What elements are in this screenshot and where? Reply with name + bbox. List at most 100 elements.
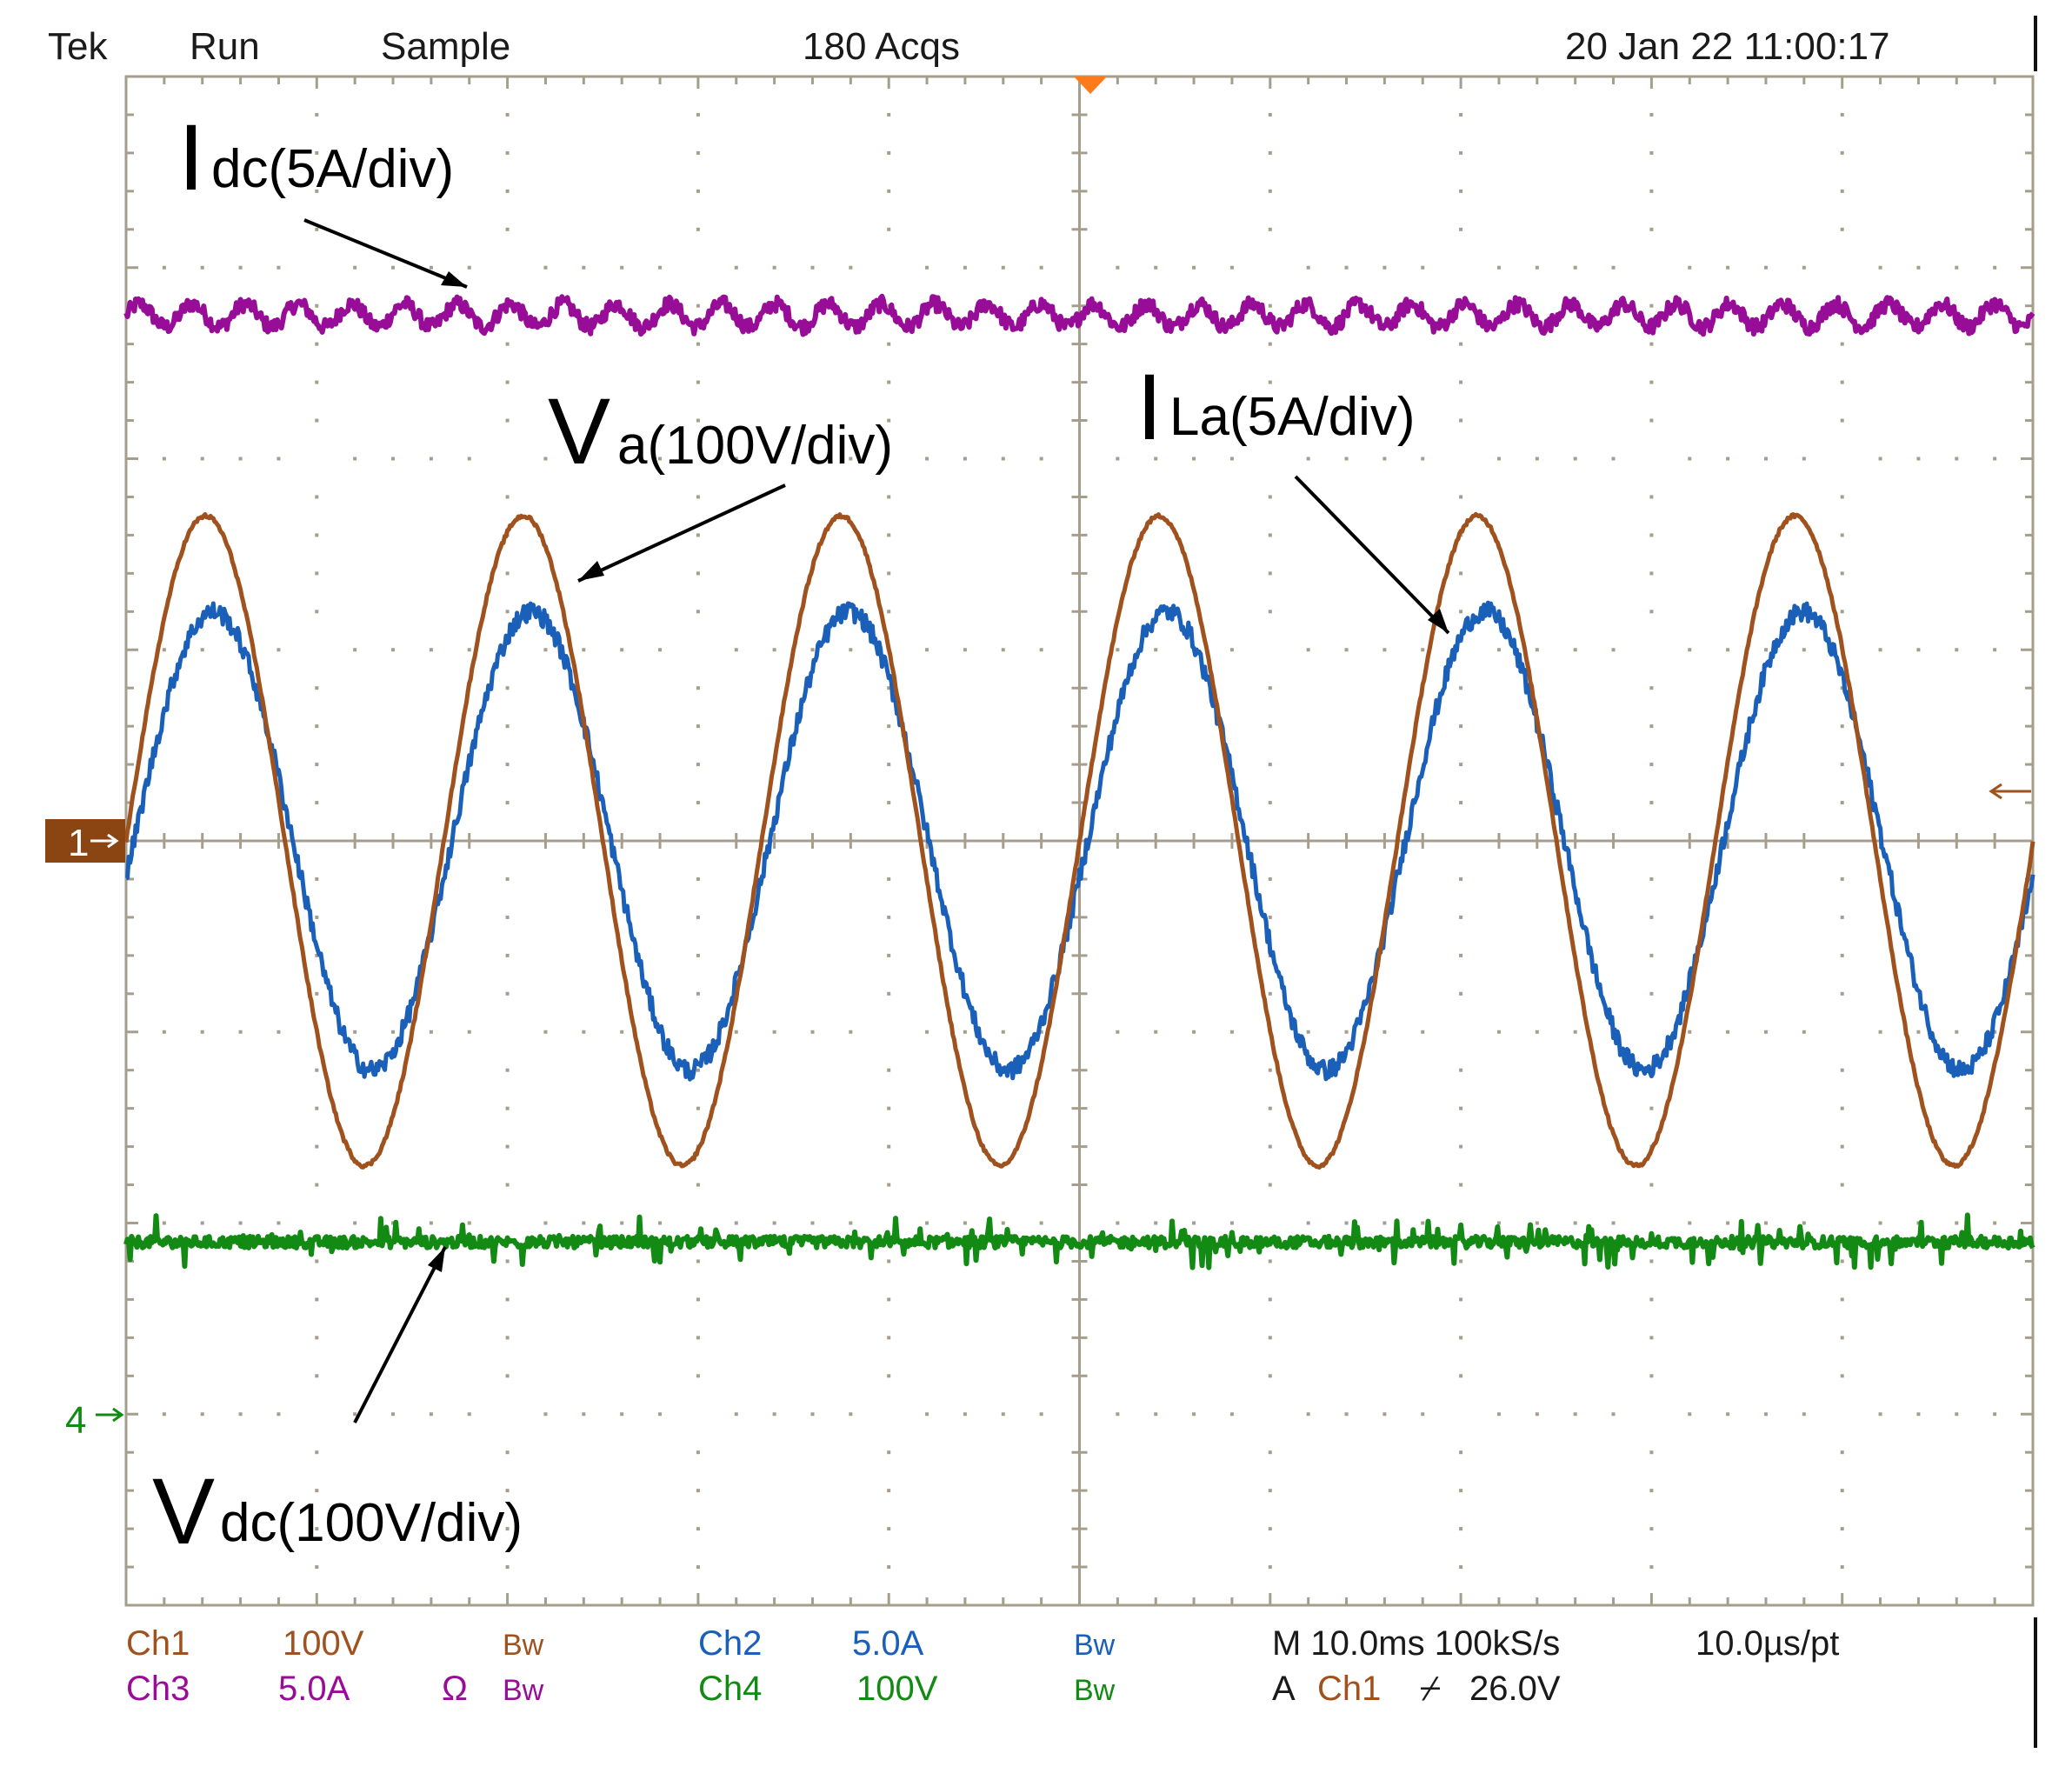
grid-dot xyxy=(887,763,891,767)
grid-dot xyxy=(1993,265,1997,270)
grid-dot xyxy=(543,457,548,461)
grid-dot xyxy=(1459,189,1463,193)
grid-dot xyxy=(1763,1412,1768,1417)
grid-dot xyxy=(1840,1068,1844,1072)
grid-dot xyxy=(887,189,891,193)
grid-dot xyxy=(1001,1221,1005,1225)
grid-dot xyxy=(505,991,510,996)
grid-dot xyxy=(315,877,319,881)
grid-dot xyxy=(849,648,853,652)
grid-dot xyxy=(887,1374,891,1378)
grid-dot xyxy=(1840,189,1844,193)
grid-dot xyxy=(276,1030,281,1034)
ch3-coupling-icon: Ω xyxy=(442,1670,468,1708)
timestamp: 20 Jan 22 11:00:17 xyxy=(1565,25,1890,68)
grid-dot xyxy=(1878,1030,1882,1034)
grid-dot xyxy=(1268,763,1272,767)
grid-dot xyxy=(1459,915,1463,919)
ch2-label: Ch2 xyxy=(698,1624,762,1663)
grid-dot xyxy=(696,1259,700,1263)
grid-dot xyxy=(582,265,586,270)
grid-dot xyxy=(429,457,433,461)
grid-dot xyxy=(505,724,510,729)
grid-dot xyxy=(1649,686,1654,690)
grid-dot xyxy=(1268,1450,1272,1455)
grid-dot xyxy=(887,1527,891,1531)
grid-dot xyxy=(1382,648,1387,652)
grid-dot xyxy=(1649,1336,1654,1340)
grid-dot xyxy=(1421,457,1425,461)
grid-dot xyxy=(391,1221,396,1225)
grid-dot xyxy=(1955,648,1959,652)
grid-dot xyxy=(1726,1030,1730,1034)
grid-dot xyxy=(315,1565,319,1570)
grid-dot xyxy=(1840,1374,1844,1378)
grid-dot xyxy=(1116,1221,1120,1225)
va-annotation-symbol: V xyxy=(548,378,610,483)
grid-dot xyxy=(1459,112,1463,117)
grid-dot xyxy=(1840,801,1844,805)
grid-dot xyxy=(353,457,357,461)
grid-dot xyxy=(696,763,700,767)
ila-arrow-line xyxy=(1294,475,1450,635)
grid-dot xyxy=(696,533,700,537)
grid-dot xyxy=(620,457,624,461)
grid-dot xyxy=(696,189,700,193)
grid-dot xyxy=(696,915,700,919)
grid-dot xyxy=(925,1030,929,1034)
grid-dot xyxy=(1344,265,1349,270)
grid-dot xyxy=(238,1412,243,1417)
grid-dot xyxy=(887,1297,891,1302)
grid-dot xyxy=(1459,571,1463,576)
grid-dot xyxy=(1421,648,1425,652)
grid-dot xyxy=(1840,418,1844,423)
grid-dot xyxy=(1459,227,1463,231)
grid-dot xyxy=(1802,1221,1806,1225)
ch3-label: Ch3 xyxy=(126,1670,190,1708)
grid-dot xyxy=(887,686,891,690)
grid-dot xyxy=(1840,953,1844,957)
grid-dot xyxy=(315,1450,319,1455)
grid-dot xyxy=(1268,342,1272,346)
grid-dot xyxy=(1154,457,1158,461)
grid-dot xyxy=(1649,801,1654,805)
grid-dot xyxy=(1382,1221,1387,1225)
grid-dot xyxy=(1840,1106,1844,1110)
grid-dot xyxy=(1649,1527,1654,1531)
grid-dot xyxy=(1763,1221,1768,1225)
grid-dot xyxy=(1001,457,1005,461)
grid-dot xyxy=(658,1221,663,1225)
grid-dot xyxy=(238,1030,243,1034)
grid-dot xyxy=(1306,457,1310,461)
grid-dot xyxy=(1154,648,1158,652)
grid-dot xyxy=(315,763,319,767)
grid-dot xyxy=(353,1412,357,1417)
grid-dot xyxy=(1840,1336,1844,1340)
grid-dot xyxy=(925,648,929,652)
ila-arrowhead-icon xyxy=(1428,609,1449,633)
vdc-annotation-label: dc(100V/div) xyxy=(220,1493,523,1553)
grid-dot xyxy=(696,686,700,690)
ch4-bw-badge: Bw xyxy=(1074,1674,1116,1707)
grid-dot xyxy=(505,380,510,384)
grid-dot xyxy=(1649,724,1654,729)
grid-dot xyxy=(1496,1221,1501,1225)
grid-dot xyxy=(1878,1221,1882,1225)
grid-dot xyxy=(696,1336,700,1340)
grid-dot xyxy=(1535,265,1539,270)
grid-dot xyxy=(200,265,204,270)
grid-dot xyxy=(1726,1221,1730,1225)
grid-dot xyxy=(1001,1412,1005,1417)
grid-dot xyxy=(887,1336,891,1340)
grid-dot xyxy=(1039,265,1043,270)
grid-dot xyxy=(1268,1068,1272,1072)
grid-dot xyxy=(467,265,471,270)
ch2-bw-badge: Bw xyxy=(1074,1629,1116,1662)
vdc-arrowhead-icon xyxy=(428,1247,445,1272)
grid-dot xyxy=(1496,1412,1501,1417)
grid-dot xyxy=(505,1450,510,1455)
trigger-prefix: A xyxy=(1272,1670,1296,1708)
grid-dot xyxy=(1688,265,1692,270)
grid-dot xyxy=(1154,1412,1158,1417)
grid-dot xyxy=(1459,1068,1463,1072)
